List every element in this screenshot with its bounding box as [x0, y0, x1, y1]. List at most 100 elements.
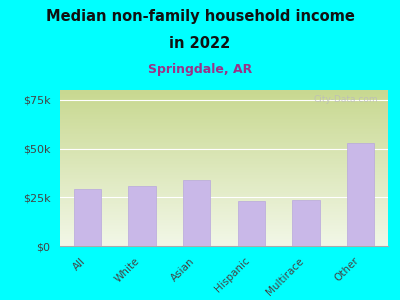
Bar [60, 220, 388, 221]
Bar [60, 204, 388, 206]
Bar [60, 154, 388, 155]
Bar [60, 146, 388, 148]
Bar [60, 110, 388, 112]
Bar [60, 148, 388, 149]
Bar [60, 221, 388, 223]
Bar [60, 187, 388, 188]
Bar [60, 163, 388, 165]
Bar [128, 185, 156, 246]
Bar [60, 159, 388, 160]
Bar [60, 90, 388, 92]
Bar [60, 182, 388, 184]
Bar [60, 157, 388, 159]
Bar [60, 193, 388, 194]
Bar [60, 92, 388, 93]
Bar [60, 128, 388, 129]
Bar [60, 142, 388, 143]
Bar [60, 224, 388, 226]
Bar [60, 215, 388, 216]
Bar [60, 206, 388, 207]
Bar [60, 177, 388, 179]
Bar [60, 96, 388, 98]
Bar [60, 237, 388, 238]
Bar [60, 198, 388, 199]
Bar [60, 188, 388, 190]
Bar [60, 201, 388, 202]
Bar [60, 184, 388, 185]
Bar [60, 213, 388, 215]
Bar [60, 130, 388, 132]
Bar [60, 160, 388, 162]
Bar [60, 134, 388, 135]
Bar [60, 123, 388, 124]
Bar [74, 190, 101, 246]
Bar [60, 124, 388, 126]
Bar [60, 191, 388, 193]
Bar [60, 140, 388, 142]
Bar [60, 116, 388, 118]
Bar [60, 171, 388, 173]
Bar [60, 238, 388, 240]
Bar [60, 143, 388, 145]
Bar [60, 149, 388, 151]
Text: Median non-family household income: Median non-family household income [46, 9, 354, 24]
Bar [60, 173, 388, 174]
Bar [60, 120, 388, 121]
Bar [60, 176, 388, 177]
Bar [60, 223, 388, 224]
Bar [60, 112, 388, 113]
Bar [60, 137, 388, 138]
Bar [292, 200, 320, 246]
Bar [60, 244, 388, 246]
Bar [238, 201, 265, 246]
Bar [60, 207, 388, 208]
Bar [60, 162, 388, 163]
Bar [60, 155, 388, 157]
Bar [60, 165, 388, 166]
Bar [60, 210, 388, 212]
Bar [60, 229, 388, 230]
Bar [60, 241, 388, 243]
Bar [60, 98, 388, 99]
Bar [60, 194, 388, 196]
Bar [60, 129, 388, 130]
Bar [60, 126, 388, 128]
Bar [60, 202, 388, 204]
Bar [60, 169, 388, 171]
Bar [60, 113, 388, 115]
Bar [60, 109, 388, 110]
Bar [60, 121, 388, 123]
Bar [60, 199, 388, 201]
Bar [60, 181, 388, 182]
Bar [60, 218, 388, 220]
Bar [60, 107, 388, 109]
Bar [60, 138, 388, 140]
Bar [60, 145, 388, 146]
Bar [60, 185, 388, 187]
Bar [60, 216, 388, 218]
Bar [60, 101, 388, 103]
Text: City-Data.com: City-Data.com [314, 95, 378, 104]
Bar [60, 132, 388, 134]
Bar [60, 190, 388, 191]
Bar [60, 232, 388, 233]
Bar [60, 118, 388, 120]
Bar [60, 233, 388, 235]
Bar [60, 152, 388, 154]
Bar [60, 235, 388, 237]
Bar [60, 212, 388, 213]
Text: Springdale, AR: Springdale, AR [148, 63, 252, 76]
Bar [60, 230, 388, 232]
Bar [60, 103, 388, 104]
Bar [60, 243, 388, 244]
Bar [60, 99, 388, 101]
Bar [60, 115, 388, 116]
Bar [60, 151, 388, 152]
Bar [60, 135, 388, 137]
Bar [60, 168, 388, 170]
Bar [183, 180, 210, 246]
Bar [60, 240, 388, 241]
Bar [60, 208, 388, 210]
Bar [60, 95, 388, 96]
Bar [60, 227, 388, 229]
